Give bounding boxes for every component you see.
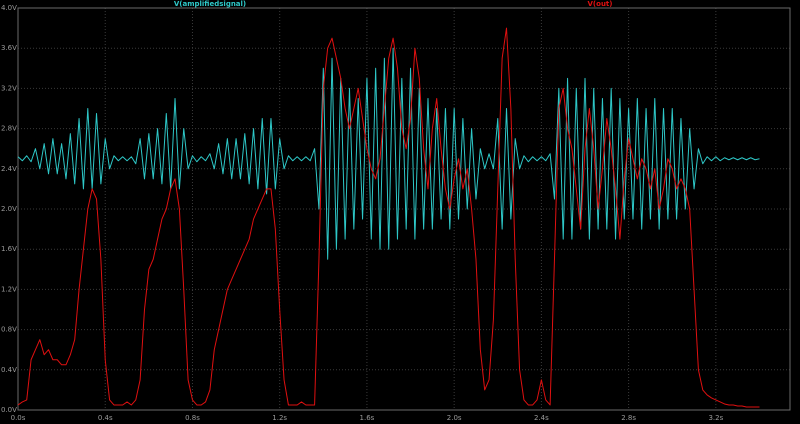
y-tick-label: 0.8V [1,326,17,334]
series-line [17,27,760,408]
plot-frame [17,7,791,411]
y-tick-label: 2.0V [1,205,17,213]
y-tick-label: 3.2V [1,84,17,92]
x-tick-label: 1.6s [360,414,375,422]
y-tick-label: 1.2V [1,285,17,293]
y-tick-label: 1.6V [1,245,17,253]
y-tick-label: 2.8V [1,125,17,133]
legend-label: V(amplifiedsignal) [174,0,246,8]
x-tick-label: 2.4s [534,414,549,422]
series-line [17,47,760,260]
x-tick-label: 0.0s [11,414,26,422]
y-tick-label: 3.6V [1,44,17,52]
x-tick-label: 0.8s [185,414,200,422]
x-tick-label: 0.4s [98,414,113,422]
x-tick-label: 3.2s [708,414,723,422]
x-tick-label: 2.0s [447,414,462,422]
x-tick-label: 1.2s [272,414,287,422]
legend-label: V(out) [588,0,613,8]
y-tick-label: 4.0V [1,4,17,12]
y-tick-label: 2.4V [1,165,17,173]
x-tick-label: 2.8s [621,414,636,422]
y-tick-label: 0.4V [1,366,17,374]
y-tick-label: 0.0V [1,406,17,414]
